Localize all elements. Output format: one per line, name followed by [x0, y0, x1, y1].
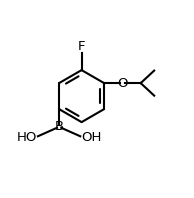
Text: HO: HO	[16, 131, 37, 144]
Text: F: F	[78, 40, 85, 53]
Text: B: B	[55, 120, 64, 133]
Text: OH: OH	[81, 131, 102, 144]
Text: O: O	[117, 77, 128, 90]
